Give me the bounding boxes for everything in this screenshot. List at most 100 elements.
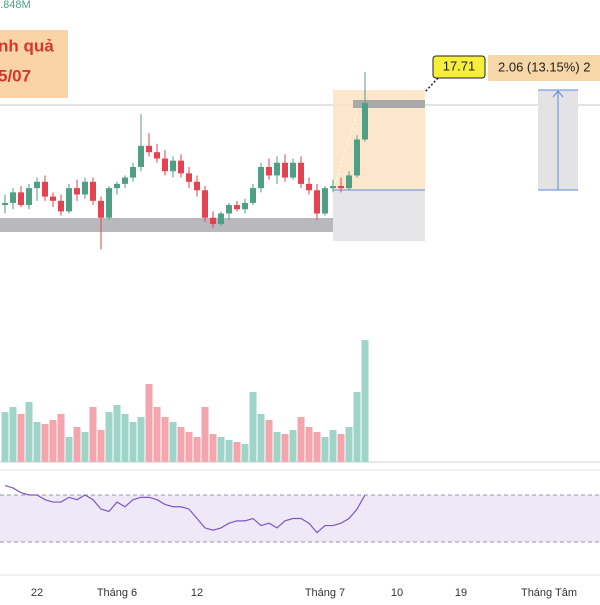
volume-bar bbox=[65, 437, 73, 462]
candle-body bbox=[114, 183, 120, 189]
note-text: 5/07 bbox=[0, 66, 31, 85]
candle-body bbox=[210, 217, 216, 225]
volume-bar bbox=[297, 417, 305, 462]
candle-body bbox=[170, 160, 176, 172]
volume-bar bbox=[105, 412, 113, 462]
candle-body bbox=[314, 190, 320, 214]
volume-bar bbox=[281, 434, 289, 462]
candle-body bbox=[346, 175, 352, 189]
volume-bar bbox=[169, 422, 177, 462]
candle-body bbox=[282, 162, 288, 178]
volume-bar bbox=[353, 392, 361, 462]
candle-body bbox=[250, 188, 256, 203]
volume-bar bbox=[41, 424, 49, 462]
candle-body bbox=[202, 190, 208, 218]
measure-label-box bbox=[488, 55, 600, 81]
volume-bar bbox=[321, 437, 329, 462]
volume-bar bbox=[225, 440, 233, 462]
candle-body bbox=[18, 192, 24, 206]
candle-body bbox=[298, 162, 304, 184]
volume-bar bbox=[121, 414, 129, 462]
volume-bar bbox=[265, 420, 273, 462]
x-tick-label: 19 bbox=[455, 587, 467, 599]
volume-bar bbox=[249, 392, 257, 462]
volume-bar bbox=[201, 407, 209, 462]
candle-body bbox=[162, 158, 168, 172]
candle-body bbox=[122, 177, 128, 184]
volume-bar bbox=[337, 434, 345, 462]
volume-bar bbox=[137, 417, 145, 462]
candle-body bbox=[74, 188, 80, 195]
candle-body bbox=[98, 200, 104, 218]
volume-bar bbox=[25, 402, 33, 462]
x-tick-label: Tháng 6 bbox=[97, 587, 137, 599]
volume-bar bbox=[153, 407, 161, 462]
candle-body bbox=[2, 202, 8, 206]
volume-bar bbox=[97, 430, 105, 462]
volume-bar bbox=[217, 437, 225, 462]
volume-bar bbox=[241, 444, 249, 462]
volume-bar bbox=[81, 432, 89, 462]
volume-bar bbox=[209, 434, 217, 462]
candle-body bbox=[226, 205, 232, 214]
candle-body bbox=[26, 188, 32, 206]
candle-body bbox=[186, 173, 192, 182]
candle-body bbox=[266, 166, 272, 176]
candle-body bbox=[42, 181, 48, 197]
volume-bar bbox=[57, 414, 65, 462]
candle-body bbox=[154, 152, 160, 159]
candle-body bbox=[258, 166, 264, 189]
candle-body bbox=[234, 205, 240, 210]
candle-body bbox=[10, 192, 16, 203]
entry-zone bbox=[353, 100, 425, 108]
candle-body bbox=[50, 196, 56, 201]
volume-bar bbox=[145, 384, 153, 462]
candle-body bbox=[82, 181, 88, 195]
candle-body bbox=[330, 186, 336, 189]
candle-body bbox=[66, 188, 72, 212]
volume-bar bbox=[129, 422, 137, 462]
volume-bar bbox=[289, 430, 297, 462]
candle-body bbox=[218, 213, 224, 225]
candle-body bbox=[34, 181, 40, 189]
measure-label: 2.06 (13.15%) 2 bbox=[498, 59, 591, 74]
volume-bar bbox=[49, 420, 57, 462]
volume-text: 1.848M bbox=[0, 0, 31, 11]
price-label-pointer bbox=[424, 77, 439, 93]
volume-bar bbox=[1, 412, 9, 462]
volume-bar bbox=[9, 407, 17, 462]
volume-bar bbox=[89, 407, 97, 462]
rsi-line bbox=[4, 485, 366, 534]
candle-body bbox=[306, 183, 312, 191]
candle-body bbox=[290, 162, 296, 178]
candle-body bbox=[362, 103, 368, 140]
volume-bar bbox=[233, 442, 241, 462]
x-tick-label: Tháng 7 bbox=[305, 587, 345, 599]
note-text: nh quả bbox=[0, 36, 54, 55]
candle-body bbox=[130, 166, 136, 178]
volume-bar bbox=[345, 427, 353, 462]
candle-body bbox=[322, 188, 328, 214]
volume-bar bbox=[305, 427, 313, 462]
x-tick-label: 12 bbox=[191, 587, 203, 599]
projection bbox=[332, 109, 359, 191]
volume-bar bbox=[185, 432, 193, 462]
x-tick-label: 10 bbox=[391, 587, 403, 599]
volume-bar bbox=[361, 340, 369, 462]
volume-bar bbox=[177, 427, 185, 462]
note-box bbox=[0, 30, 68, 98]
stop-zone bbox=[333, 190, 425, 241]
candle-body bbox=[274, 162, 280, 176]
volume-bar bbox=[17, 414, 25, 462]
volume-bar bbox=[73, 427, 81, 462]
candle-body bbox=[354, 139, 360, 176]
volume-bar bbox=[161, 417, 169, 462]
candle-body bbox=[146, 145, 152, 153]
price-label-box bbox=[432, 55, 486, 79]
measure-arrow bbox=[552, 90, 564, 98]
candle-body bbox=[194, 181, 200, 191]
candle-body bbox=[338, 186, 344, 189]
x-tick-label: Tháng Tâm bbox=[521, 587, 577, 599]
volume-bar bbox=[33, 422, 41, 462]
